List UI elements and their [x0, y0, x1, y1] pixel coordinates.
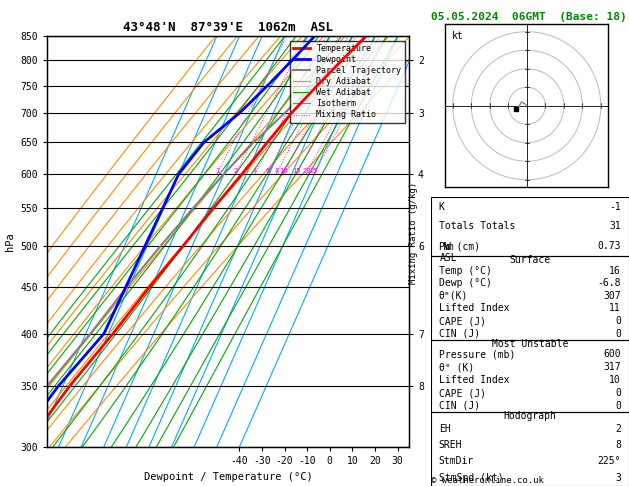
X-axis label: Dewpoint / Temperature (°C): Dewpoint / Temperature (°C): [143, 472, 313, 482]
Bar: [431, 412, 629, 486]
Text: 307: 307: [603, 291, 621, 301]
Text: 8: 8: [274, 168, 278, 174]
Text: 8: 8: [615, 440, 621, 450]
Text: CAPE (J): CAPE (J): [439, 388, 486, 398]
Text: -6.8: -6.8: [598, 278, 621, 288]
Legend: Temperature, Dewpoint, Parcel Trajectory, Dry Adiabat, Wet Adiabat, Isotherm, Mi: Temperature, Dewpoint, Parcel Trajectory…: [290, 41, 404, 123]
Text: 16: 16: [610, 265, 621, 276]
Text: 2: 2: [233, 168, 238, 174]
Text: StmDir: StmDir: [439, 456, 474, 467]
Text: CIN (J): CIN (J): [439, 329, 480, 339]
Text: 0: 0: [615, 388, 621, 398]
Y-axis label: km
ASL: km ASL: [440, 242, 457, 263]
Text: 1: 1: [215, 168, 220, 174]
Text: 0.73: 0.73: [598, 241, 621, 251]
Text: SREH: SREH: [439, 440, 462, 450]
Text: Dewp (°C): Dewp (°C): [439, 278, 492, 288]
Text: Pressure (mb): Pressure (mb): [439, 349, 515, 360]
Text: 3: 3: [615, 473, 621, 483]
Text: CAPE (J): CAPE (J): [439, 316, 486, 326]
Text: 225°: 225°: [598, 456, 621, 467]
Text: Totals Totals: Totals Totals: [439, 222, 515, 231]
Text: θᵉ (K): θᵉ (K): [439, 363, 474, 372]
Y-axis label: hPa: hPa: [5, 232, 15, 251]
Text: 6: 6: [265, 168, 269, 174]
Text: PW (cm): PW (cm): [439, 241, 480, 251]
Text: 0: 0: [615, 401, 621, 411]
Bar: [431, 340, 629, 412]
Text: 600: 600: [603, 349, 621, 360]
Text: K: K: [439, 202, 445, 212]
Text: 4: 4: [253, 168, 257, 174]
Text: kt: kt: [452, 31, 464, 41]
Text: 10: 10: [610, 375, 621, 385]
Text: 15: 15: [292, 168, 301, 174]
Text: 31: 31: [610, 222, 621, 231]
Text: -1: -1: [610, 202, 621, 212]
Text: Lifted Index: Lifted Index: [439, 375, 509, 385]
Text: 25: 25: [310, 168, 318, 174]
Text: 10: 10: [279, 168, 287, 174]
Text: 0: 0: [615, 316, 621, 326]
Text: 317: 317: [603, 363, 621, 372]
Text: 20: 20: [302, 168, 311, 174]
Text: Surface: Surface: [509, 255, 550, 265]
Bar: [431, 197, 629, 256]
Text: 11: 11: [610, 303, 621, 313]
Title: 43°48'N  87°39'E  1062m  ASL: 43°48'N 87°39'E 1062m ASL: [123, 21, 333, 34]
Bar: [431, 256, 629, 340]
Text: θᵉ(K): θᵉ(K): [439, 291, 468, 301]
Text: 0: 0: [615, 329, 621, 339]
Text: Lifted Index: Lifted Index: [439, 303, 509, 313]
Text: © weatheronline.co.uk: © weatheronline.co.uk: [431, 476, 543, 485]
Text: Hodograph: Hodograph: [503, 411, 557, 421]
Text: 05.05.2024  06GMT  (Base: 18): 05.05.2024 06GMT (Base: 18): [431, 12, 626, 22]
Text: Most Unstable: Most Unstable: [492, 339, 568, 349]
Text: Temp (°C): Temp (°C): [439, 265, 492, 276]
Text: 2: 2: [615, 424, 621, 434]
Text: Mixing Ratio (g/kg): Mixing Ratio (g/kg): [409, 182, 418, 284]
Text: EH: EH: [439, 424, 450, 434]
Text: StmSpd (kt): StmSpd (kt): [439, 473, 503, 483]
Text: CIN (J): CIN (J): [439, 401, 480, 411]
